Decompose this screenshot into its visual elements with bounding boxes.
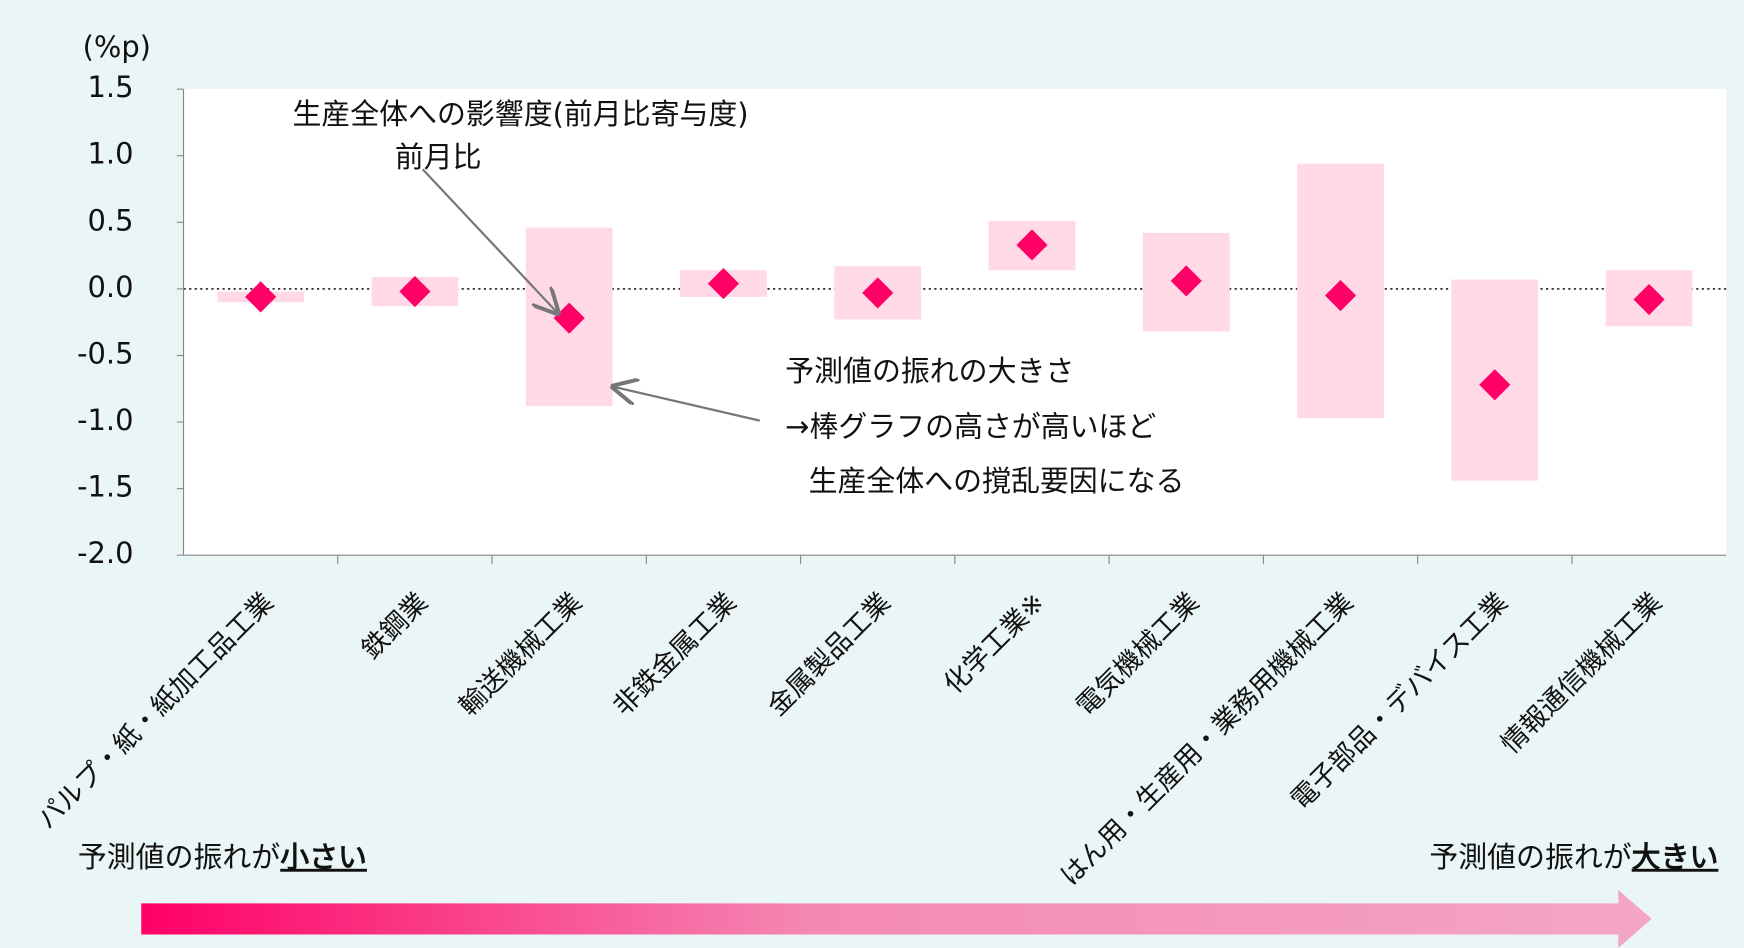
x-tick-label: 輸送機械工業 <box>453 587 588 722</box>
scale-text: 予測値の振れが <box>1429 840 1631 874</box>
x-tick-label: パルプ・紙・紙加工品工業 <box>31 587 279 835</box>
x-tick-label: はん用・生産用・業務用機械工業 <box>1055 587 1360 892</box>
y-tick-label: 1.0 <box>87 137 133 171</box>
marker <box>1324 279 1357 312</box>
y-tick-label: 0.5 <box>87 203 133 237</box>
annotation: 生産全体への撹乱要因になる <box>809 464 1185 498</box>
marker <box>245 281 277 313</box>
x-tick-label: 電気機械工業 <box>1070 587 1205 722</box>
marker <box>553 302 585 334</box>
scale-label: 予測値の振れが大きい <box>1429 840 1718 874</box>
x-tick-label: 化学工業※ <box>938 587 1051 700</box>
x-tick-label: 金属製品工業 <box>762 587 897 722</box>
y-axis-label: (%p) <box>83 30 151 64</box>
x-tick-label: 非鉄金属工業 <box>607 587 742 722</box>
annotation: 予測値の振れの大きさ <box>785 354 1074 388</box>
annotation-arrow <box>421 168 560 315</box>
scale-label: 予測値の振れが小さい <box>78 840 367 874</box>
marker <box>1479 369 1511 401</box>
x-tick-label: 情報通信機械工業 <box>1495 587 1668 760</box>
annotation: 前月比 <box>395 140 482 174</box>
y-tick-label: -1.0 <box>77 403 133 437</box>
marker <box>862 277 894 309</box>
y-tick-label: -2.0 <box>77 536 133 570</box>
y-tick-label: 1.5 <box>87 70 133 104</box>
scale-arrow <box>141 889 1652 948</box>
scale-strong: 大きい <box>1632 840 1719 874</box>
annotation: →棒グラフの高さが高いほど <box>785 409 1156 443</box>
x-tick-label: 鉄鋼業 <box>356 587 435 666</box>
annotation: 生産全体への影響度(前月比寄与度) <box>292 97 748 131</box>
annotation-arrow <box>611 386 760 422</box>
y-tick-label: -0.5 <box>77 336 133 370</box>
scale-strong: 小さい <box>280 840 367 874</box>
scale-text: 予測値の振れが <box>78 840 280 874</box>
y-tick-label: 0.0 <box>87 270 133 304</box>
y-tick-label: -1.5 <box>77 470 133 504</box>
marker <box>1170 265 1202 297</box>
